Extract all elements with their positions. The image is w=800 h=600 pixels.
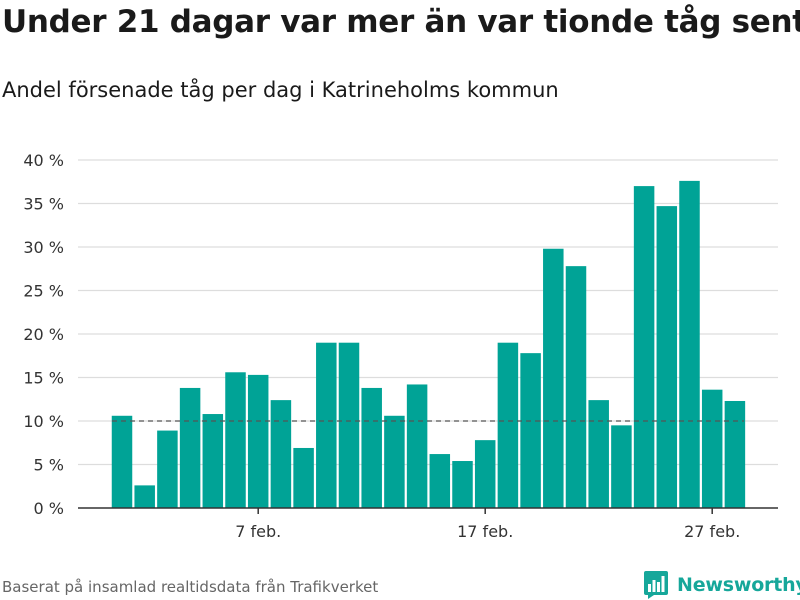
bar-series [111, 180, 746, 509]
y-tick-label: 35 % [23, 195, 64, 214]
bar [611, 425, 632, 508]
bar [588, 400, 609, 508]
bar [293, 447, 314, 508]
bar [247, 374, 269, 508]
x-tick-labels: 7 feb. 17 feb. 27 feb. [235, 522, 740, 541]
y-tick-label: 0 % [34, 499, 64, 518]
bar [406, 384, 428, 508]
bar [338, 342, 360, 508]
bar [679, 180, 700, 508]
bar [270, 400, 292, 508]
bar [543, 248, 564, 509]
chart-subtitle: Andel försenade tåg per dag i Katrinehol… [2, 78, 559, 102]
chart-title: Under 21 dagar var mer än var tionde tåg… [2, 4, 800, 40]
bar [452, 461, 473, 508]
bar [384, 415, 405, 508]
y-tick-label: 5 % [34, 456, 64, 475]
source-note: Baserat på insamlad realtidsdata från Tr… [2, 578, 379, 596]
bar [565, 266, 587, 508]
y-tick-labels: 0 % 5 % 10 % 15 % 20 % 25 % 30 % 35 % 40 % [23, 151, 64, 518]
y-tick-label: 40 % [23, 151, 64, 170]
bar [429, 454, 451, 508]
brand-logo: Newsworthy [644, 570, 800, 600]
bar [656, 206, 678, 509]
y-tick-label: 25 % [23, 282, 64, 301]
bar [316, 342, 337, 508]
x-tick-label: 7 feb. [235, 522, 281, 541]
y-tick-label: 15 % [23, 369, 64, 388]
bar [111, 415, 133, 508]
bar [520, 353, 541, 508]
axes [78, 507, 778, 514]
x-tick-label: 27 feb. [684, 522, 740, 541]
y-tick-label: 20 % [23, 325, 64, 344]
bar [497, 342, 519, 508]
brand-name: Newsworthy [677, 574, 800, 596]
bar [724, 400, 746, 508]
y-tick-label: 10 % [23, 412, 64, 431]
bar [179, 387, 201, 508]
bar [633, 186, 655, 508]
bar-chart-logo-icon [644, 571, 668, 599]
bar [134, 485, 155, 508]
bar [225, 372, 246, 508]
bar [361, 387, 382, 508]
bar [474, 440, 496, 508]
bar [701, 389, 723, 508]
y-tick-label: 30 % [23, 238, 64, 257]
x-tick-label: 17 feb. [457, 522, 513, 541]
bar [157, 430, 178, 508]
bar [202, 414, 224, 508]
